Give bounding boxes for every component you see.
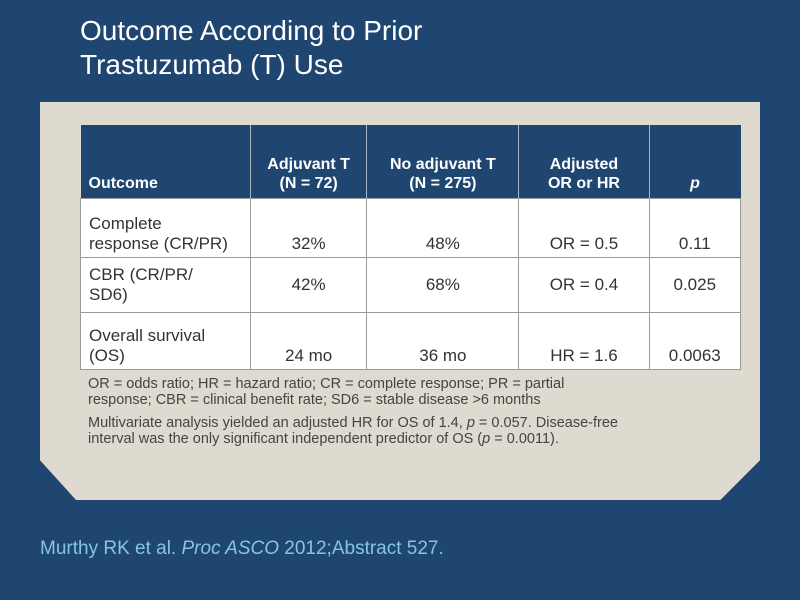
cell-adjusted: OR = 0.5 [518, 198, 650, 258]
slide-title-line1: Outcome According to Prior [80, 15, 423, 46]
header-p: p [648, 125, 741, 199]
cell-no-adjuvant: 48% [366, 198, 520, 258]
table-row: Overall survival (OS) 24 mo 36 mo HR = 1.… [80, 312, 742, 370]
cell-adjusted: HR = 1.6 [518, 312, 650, 370]
multivariate-note: Multivariate analysis yielded an adjuste… [88, 415, 618, 447]
cell-p: 0.11 [648, 198, 742, 258]
table-row: CBR (CR/PR/SD6) 42% 68% OR = 0.4 0.025 [80, 257, 742, 313]
slide-title: Outcome According to Prior Trastuzumab (… [80, 14, 760, 82]
cell-adjusted: OR = 0.4 [518, 257, 650, 313]
table-row: Complete response (CR/PR) 32% 48% OR = 0.… [80, 198, 742, 258]
header-adjusted: Adjusted OR or HR [518, 125, 650, 199]
footnotes: OR = odds ratio; HR = hazard ratio; CR =… [88, 376, 748, 454]
cell-adjuvant: 32% [249, 198, 368, 258]
header-adjuvant: Adjuvant T (N = 72) [249, 125, 367, 199]
slide-title-line2: Trastuzumab (T) Use [80, 49, 344, 80]
table-header-row: Outcome Adjuvant T (N = 72) No adjuvant T… [80, 125, 741, 199]
cell-p: 0.0063 [648, 312, 742, 370]
outcome-table: Outcome Adjuvant T (N = 72) No adjuvant T… [80, 125, 742, 370]
header-no-adjuvant: No adjuvant T (N = 275) [366, 125, 519, 199]
cell-adjuvant: 42% [249, 257, 368, 313]
row-label: CBR (CR/PR/SD6) [80, 257, 251, 313]
abbreviations-note: OR = odds ratio; HR = hazard ratio; CR =… [88, 376, 565, 408]
citation: Murthy RK et al. Proc ASCO 2012;Abstract… [40, 538, 444, 559]
cell-no-adjuvant: 36 mo [366, 312, 520, 370]
citation-journal: Proc ASCO [181, 538, 280, 559]
header-outcome: Outcome [80, 125, 251, 199]
cell-no-adjuvant: 68% [366, 257, 520, 313]
row-label: Overall survival (OS) [80, 312, 251, 370]
cell-p: 0.025 [648, 257, 742, 313]
row-label: Complete response (CR/PR) [80, 198, 251, 258]
cell-adjuvant: 24 mo [249, 312, 368, 370]
